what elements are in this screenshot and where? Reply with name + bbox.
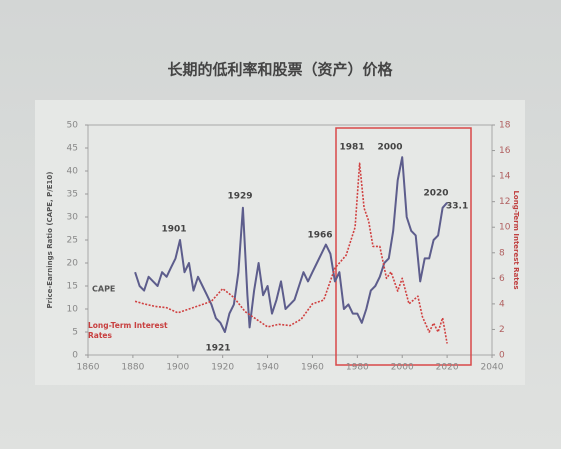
x-tick-label: 1900 xyxy=(166,363,189,373)
y-tick-label: 30 xyxy=(67,213,79,223)
x-tick-label: 1920 xyxy=(211,363,234,373)
highlight-box xyxy=(335,127,472,366)
y-tick-label: 45 xyxy=(67,144,78,154)
y-tick-label: 50 xyxy=(67,121,79,131)
y2-tick-label: 8 xyxy=(499,248,505,258)
data-line xyxy=(134,156,448,333)
x-tick-label: 1860 xyxy=(77,363,100,373)
x-tick-label: 1980 xyxy=(346,363,369,373)
annotation: 1901 xyxy=(161,225,186,235)
annotation: 33.1 xyxy=(446,202,468,212)
y2-tick-label: 0 xyxy=(499,351,505,361)
y-tick-label: 10 xyxy=(67,305,79,315)
y2-tick-label: 2 xyxy=(499,325,505,335)
y2-axis-label: Long-Term Interest Rates xyxy=(512,190,520,289)
x-tick-label: 2020 xyxy=(436,363,459,373)
y2-tick-label: 6 xyxy=(499,274,505,284)
x-tick-label: 1940 xyxy=(256,363,279,373)
annotation: 1981 xyxy=(339,143,364,153)
y2-tick-label: 14 xyxy=(499,172,511,182)
legend-label: Long-Term Interest Rates xyxy=(88,321,168,340)
x-tick-label: 1960 xyxy=(301,363,324,373)
x-tick-label: 1880 xyxy=(121,363,144,373)
y-axis-label: Price-Earnings Ratio (CAPE, P/E10) xyxy=(46,172,54,309)
annotation: 1966 xyxy=(307,231,332,241)
y2-tick-label: 12 xyxy=(499,197,510,207)
x-tick-label: 2040 xyxy=(481,363,504,373)
y-tick-label: 40 xyxy=(67,167,79,177)
annotation: 2000 xyxy=(377,143,402,153)
data-line xyxy=(134,162,448,344)
annotation: 1921 xyxy=(205,344,230,354)
y2-tick-label: 4 xyxy=(499,299,505,309)
annotation: 1929 xyxy=(227,192,252,202)
y-tick-label: 20 xyxy=(67,259,79,269)
y-tick-label: 25 xyxy=(67,236,78,246)
y-tick-label: 0 xyxy=(72,351,78,361)
y2-tick-label: 18 xyxy=(499,121,511,131)
legend-label: CAPE xyxy=(92,285,115,294)
y2-tick-label: 16 xyxy=(499,146,511,156)
x-tick-label: 2000 xyxy=(391,363,414,373)
y-tick-label: 35 xyxy=(67,190,78,200)
y-tick-label: 15 xyxy=(67,282,78,292)
chart-title: 长期的低利率和股票（资产）价格 xyxy=(167,61,393,79)
y2-tick-label: 10 xyxy=(499,223,511,233)
y-tick-label: 5 xyxy=(72,328,78,338)
chart-background xyxy=(35,100,525,385)
annotation: 2020 xyxy=(423,189,448,199)
